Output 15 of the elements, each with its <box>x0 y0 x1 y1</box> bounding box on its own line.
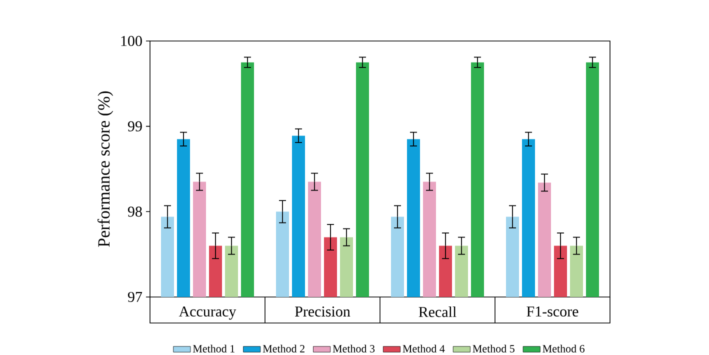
y-axis-title: Performance score (%) <box>98 91 114 247</box>
y-tick-label: 100 <box>121 36 142 46</box>
legend-label: Method 3 <box>332 344 375 352</box>
y-tick-label: 99 <box>128 121 142 132</box>
x-tick-label: F1-score <box>526 306 578 317</box>
legend-label: Method 6 <box>542 344 584 352</box>
x-tick-label: Precision <box>295 306 350 317</box>
legend-label: Method 4 <box>402 344 445 352</box>
legend-label: Method 1 <box>192 344 234 352</box>
legend-label: Method 2 <box>262 344 304 352</box>
y-tick-label: 98 <box>128 206 142 217</box>
x-tick-label: Recall <box>418 306 456 318</box>
x-tick-label: Accuracy <box>178 306 236 320</box>
legend-label: Method 5 <box>472 344 514 352</box>
y-tick-label: 97 <box>128 292 142 302</box>
